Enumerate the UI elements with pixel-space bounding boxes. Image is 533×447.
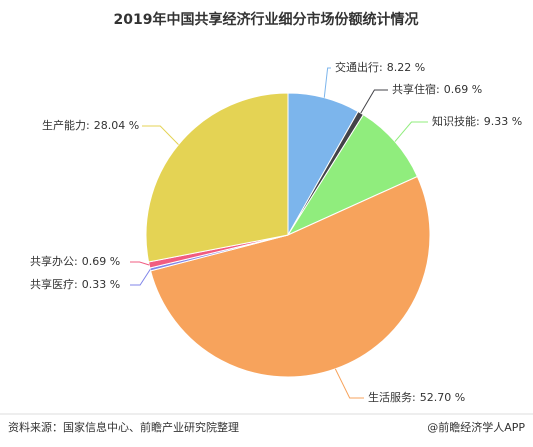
label-value: 52.70 % bbox=[420, 391, 465, 404]
credit: @前瞻经济学人APP bbox=[427, 420, 525, 434]
leader-line bbox=[323, 67, 331, 98]
leader-line bbox=[394, 121, 428, 142]
leader-line bbox=[142, 125, 179, 145]
leader-line bbox=[334, 368, 364, 399]
label-value: 0.33 % bbox=[82, 278, 120, 291]
leader-line bbox=[360, 89, 388, 114]
leader-line bbox=[130, 269, 151, 286]
label-value: 28.04 % bbox=[94, 119, 139, 132]
label-value: 0.69 % bbox=[444, 83, 482, 96]
chart-title: 2019年中国共享经济行业细分市场份额统计情况 bbox=[114, 11, 419, 28]
data-label: 共享医疗: 0.33 % bbox=[30, 277, 120, 291]
label-value: 9.33 % bbox=[484, 115, 522, 128]
label-category: 共享住宿: bbox=[392, 82, 440, 96]
label-value: 8.22 % bbox=[387, 61, 425, 74]
label-category: 共享办公: bbox=[30, 254, 78, 268]
data-label: 共享住宿: 0.69 % bbox=[392, 82, 482, 96]
source: 资料来源：国家信息中心、前瞻产业研究院整理 bbox=[8, 420, 239, 434]
data-label: 知识技能: 9.33 % bbox=[432, 114, 522, 128]
label-category: 共享医疗: bbox=[30, 277, 78, 291]
pie: 交通出行: 8.22 % 共享住宿: 0.69 % 知识技能: 9.33 % 生活服务: 52… bbox=[30, 60, 522, 404]
label-category: 生活服务: bbox=[368, 390, 416, 404]
data-label: 生产能力: 28.04 % bbox=[42, 118, 139, 132]
label-category: 交通出行: bbox=[335, 60, 383, 74]
label-value: 0.69 % bbox=[82, 255, 120, 268]
label-category: 生产能力: bbox=[42, 118, 90, 132]
pie-slice bbox=[149, 175, 431, 378]
label-category: 知识技能: bbox=[432, 114, 480, 128]
data-label: 生活服务: 52.70 % bbox=[368, 390, 465, 404]
pie-slice bbox=[145, 92, 289, 263]
data-label: 交通出行: 8.22 % bbox=[335, 60, 425, 74]
data-label: 共享办公: 0.69 % bbox=[30, 254, 120, 268]
leader-line bbox=[130, 261, 150, 266]
pie-slice bbox=[286, 113, 419, 237]
